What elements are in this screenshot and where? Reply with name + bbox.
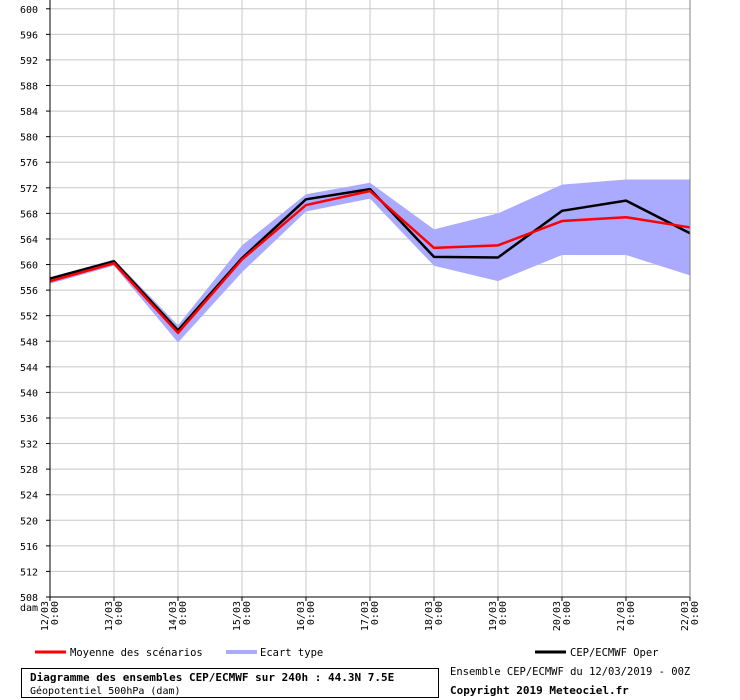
x-tick-time-2: 0:00 <box>178 601 189 625</box>
x-tick-time-10: 0:00 <box>690 601 701 625</box>
y-tick-label-3: 520 <box>20 516 38 527</box>
x-tick-label-6: 18/03 0:00 <box>424 601 445 631</box>
y-tick-label-17: 576 <box>20 158 38 169</box>
x-tick-label-4: 16/03 0:00 <box>296 601 317 631</box>
y-tick-label-16: 572 <box>20 184 38 195</box>
x-tick-label-1: 13/03 0:00 <box>104 601 125 631</box>
y-tick-label-22: 596 <box>20 30 38 41</box>
x-tick-time-9: 0:00 <box>626 601 637 625</box>
y-tick-label-11: 552 <box>20 312 38 323</box>
x-tick-time-5: 0:00 <box>370 601 381 625</box>
x-tick-time-4: 0:00 <box>306 601 317 625</box>
x-tick-time-0: 0:00 <box>50 601 61 625</box>
x-tick-label-2: 14/03 0:00 <box>168 601 189 631</box>
x-tick-time-6: 0:00 <box>434 601 445 625</box>
y-tick-label-12: 556 <box>20 286 38 297</box>
y-tick-label-14: 564 <box>20 235 38 246</box>
legend-label-mean: Moyenne des scénarios <box>70 647 203 659</box>
y-tick-label-15: 568 <box>20 209 38 220</box>
std-dev-band <box>50 179 690 343</box>
y-tick-label-19: 584 <box>20 107 38 118</box>
y-tick-label-7: 536 <box>20 414 38 425</box>
x-tick-labels: 12/03 0:00 13/03 0:00 14/03 0:00 15/03 0:00 16/0… <box>40 601 701 631</box>
copyright: Copyright 2019 Meteociel.fr <box>450 684 629 697</box>
x-tick-date-9: 21/03 <box>616 601 627 631</box>
y-tick-label-5: 528 <box>20 465 38 476</box>
y-tick-label-1: 512 <box>20 567 38 578</box>
x-tick-date-8: 20/03 <box>552 601 563 631</box>
legend-label-oper: CEP/ECMWF Oper <box>570 647 659 659</box>
x-tick-date-1: 13/03 <box>104 601 115 631</box>
x-tick-label-9: 21/03 0:00 <box>616 601 637 631</box>
series-lines <box>49 187 691 335</box>
legend-label-band: Ecart type <box>260 647 323 659</box>
legend: Moyenne des scénarios Ecart type CEP/ECM… <box>35 647 659 659</box>
series-line-1 <box>49 187 691 332</box>
y-tick-label-10: 548 <box>20 337 38 348</box>
series-line-0 <box>49 189 691 335</box>
x-tick-label-0: 12/03 0:00 <box>40 601 61 631</box>
x-tick-date-5: 17/03 <box>360 601 371 631</box>
y-tick-label-6: 532 <box>20 440 38 451</box>
ensemble-info: Ensemble CEP/ECMWF du 12/03/2019 - 00Z <box>450 666 691 678</box>
y-tick-label-13: 560 <box>20 261 38 272</box>
x-tick-date-4: 16/03 <box>296 601 307 631</box>
x-tick-time-1: 0:00 <box>114 601 125 625</box>
y-tick-label-20: 588 <box>20 82 38 93</box>
x-tick-date-0: 12/03 <box>40 601 51 631</box>
x-tick-date-3: 15/03 <box>232 601 243 631</box>
y-tick-label-9: 544 <box>20 363 38 374</box>
x-tick-label-7: 19/03 0:00 <box>488 601 509 631</box>
y-tick-label-8: 540 <box>20 388 38 399</box>
chart-title: Diagramme des ensembles CEP/ECMWF sur 24… <box>30 671 395 684</box>
x-tick-time-3: 0:00 <box>242 601 253 625</box>
ensemble-chart: 508 512 516 520 524 528 532 536 540 544 548 552 556 5… <box>20 0 701 659</box>
x-tick-label-5: 17/03 0:00 <box>360 601 381 631</box>
y-tick-label-2: 516 <box>20 542 38 553</box>
footer-title-box: Diagramme des ensembles CEP/ECMWF sur 24… <box>21 668 439 698</box>
y-tick-label-0: 508 <box>20 593 38 604</box>
y-tick-label-18: 580 <box>20 133 38 144</box>
y-tick-label-23: 600 <box>20 5 38 16</box>
x-tick-date-7: 19/03 <box>488 601 499 631</box>
y-tick-label-21: 592 <box>20 56 38 67</box>
x-tick-date-10: 22/03 <box>680 601 691 631</box>
y-unit-label: dam <box>20 603 38 614</box>
y-tick-labels: 508 512 516 520 524 528 532 536 540 544 548 552 556 5… <box>20 5 38 604</box>
chart-subtitle: Géopotentiel 500hPa (dam) <box>30 686 181 697</box>
x-tick-label-8: 20/03 0:00 <box>552 601 573 631</box>
band-area <box>50 179 690 343</box>
axes <box>46 0 691 601</box>
y-tick-label-4: 524 <box>20 491 38 502</box>
x-tick-label-3: 15/03 0:00 <box>232 601 253 631</box>
x-tick-label-10: 22/03 0:00 <box>680 601 701 631</box>
x-tick-date-6: 18/03 <box>424 601 435 631</box>
x-tick-time-8: 0:00 <box>562 601 573 625</box>
x-tick-date-2: 14/03 <box>168 601 179 631</box>
x-tick-time-7: 0:00 <box>498 601 509 625</box>
